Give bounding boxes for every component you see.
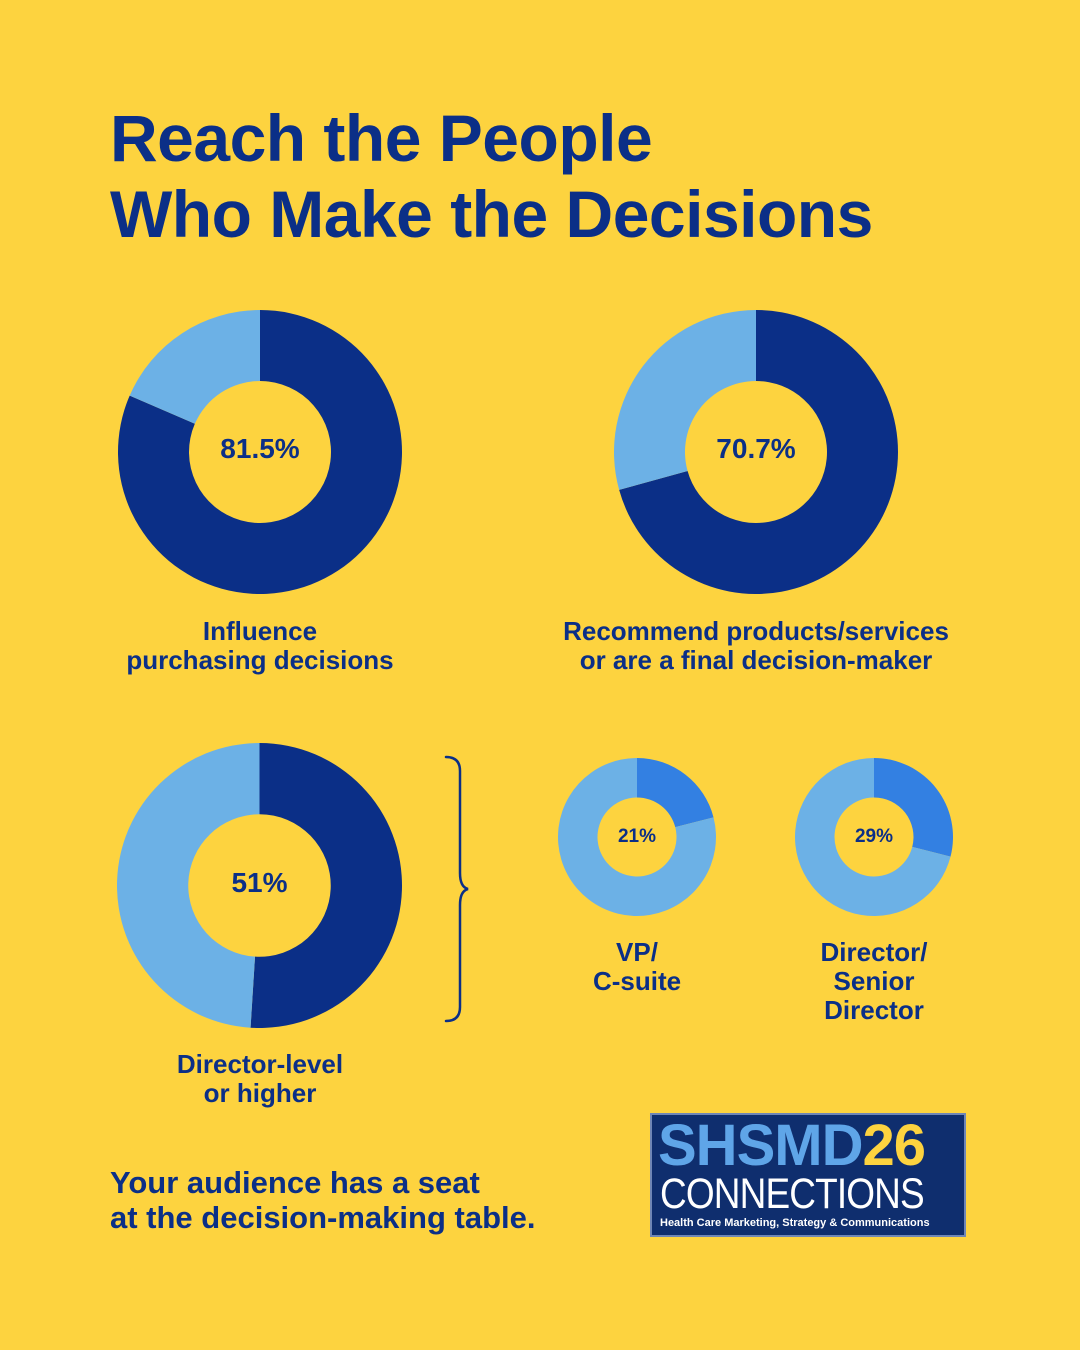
label-influence-line-1: Influence xyxy=(202,616,318,646)
donut-value-influence: 81.5% xyxy=(220,433,300,464)
donut-slice-director-0 xyxy=(874,758,953,857)
donut-svg-influence xyxy=(117,310,402,594)
donut-value-director: 29% xyxy=(854,826,894,847)
label-recommend: Recommend products/services or are a fin… xyxy=(526,617,986,675)
donut-value-recommend: 70.7% xyxy=(716,433,796,464)
tagline: Your audience has a seat at the decision… xyxy=(110,1165,630,1235)
label-director-level: Director-level or higher xyxy=(60,1050,460,1108)
donut-svg-recommend xyxy=(614,310,898,594)
label-director-line-1: Director/ xyxy=(820,937,928,967)
logo-tagline: Health Care Marketing, Strategy & Commun… xyxy=(660,1217,930,1229)
donut-value-director-level: 51% xyxy=(231,867,288,898)
donut-chart-recommend: 70.7% xyxy=(614,310,898,594)
curly-brace xyxy=(444,755,469,1023)
label-vp: VP/ C-suite xyxy=(537,938,737,996)
donut-svg-director-level xyxy=(117,743,403,1028)
logo-wordmark: SHSMD26 xyxy=(658,1113,926,1178)
donut-svg-vp xyxy=(558,758,716,916)
logo-year: 26 xyxy=(862,1113,926,1178)
donut-slice-recommend-1 xyxy=(614,310,756,490)
donut-slice-recommend-0 xyxy=(619,310,898,594)
label-vp-line-2: C-suite xyxy=(592,966,682,996)
donut-slice-influence-0 xyxy=(117,310,402,594)
label-director-line-2: Senior xyxy=(833,966,915,996)
donut-slice-vp-1 xyxy=(558,758,716,916)
logo-brand: SHSMD xyxy=(658,1113,863,1178)
label-recommend-line-2: or are a final decision-maker xyxy=(579,645,933,675)
label-director-level-line-1: Director-level xyxy=(176,1049,344,1079)
shsmd-logo: SHSMD26 CONNECTIONS Health Care Marketin… xyxy=(650,1113,966,1237)
donut-slice-influence-1 xyxy=(129,310,260,424)
donut-value-vp: 21% xyxy=(617,826,657,847)
label-recommend-line-1: Recommend products/services xyxy=(563,616,949,646)
donut-slice-director-1 xyxy=(795,758,951,916)
label-influence: Influence purchasing decisions xyxy=(60,617,460,675)
donut-svg-director xyxy=(795,758,953,916)
donut-chart-influence: 81.5% xyxy=(117,310,402,594)
donut-chart-director-level: 51% xyxy=(117,743,403,1028)
title-line-2: Who Make the Decisions xyxy=(110,177,873,251)
label-director-level-line-2: or higher xyxy=(203,1078,317,1108)
page-title: Reach the People Who Make the Decisions xyxy=(110,100,1030,252)
donut-chart-director: 29% xyxy=(795,758,953,916)
label-vp-line-1: VP/ xyxy=(616,937,658,967)
donut-slice-director-level-1 xyxy=(117,743,260,1028)
tagline-line-1: Your audience has a seat xyxy=(110,1165,480,1200)
donut-slice-vp-0 xyxy=(637,758,714,828)
tagline-line-2: at the decision-making table. xyxy=(110,1200,536,1235)
label-director-line-3: Director xyxy=(824,995,924,1025)
label-director: Director/ Senior Director xyxy=(774,938,974,1025)
label-influence-line-2: purchasing decisions xyxy=(126,645,394,675)
logo-name: CONNECTIONS xyxy=(660,1170,925,1218)
donut-chart-vp: 21% xyxy=(558,758,716,916)
donut-slice-director-level-0 xyxy=(250,743,403,1028)
title-line-1: Reach the People xyxy=(110,101,653,175)
